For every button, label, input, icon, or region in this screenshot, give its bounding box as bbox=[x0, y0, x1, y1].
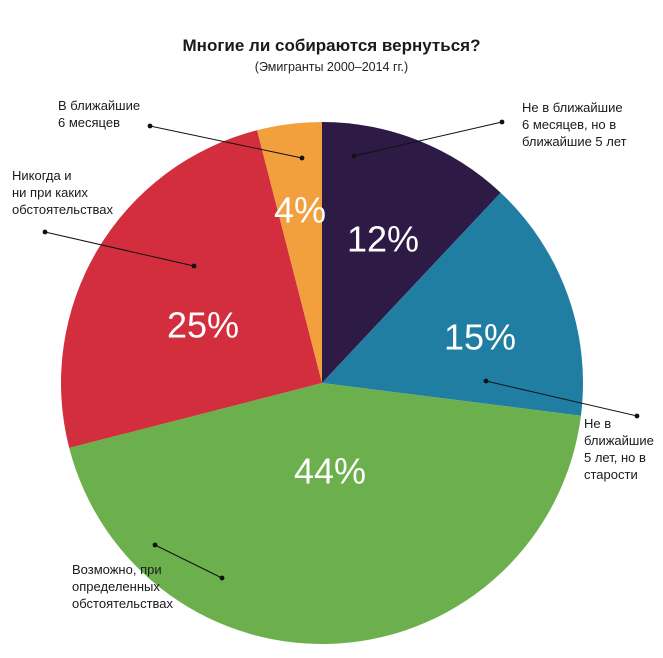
pie-slice bbox=[60, 130, 322, 448]
pie-slices bbox=[60, 122, 583, 644]
slice-value-label: 44% bbox=[294, 451, 366, 492]
slice-value-labels: 12% 15% 44% 25% 4% bbox=[167, 190, 516, 492]
chart-title: Многие ли собираются вернуться? bbox=[182, 36, 481, 55]
leader-line bbox=[485, 380, 638, 417]
leader-dot bbox=[299, 155, 305, 161]
slice-annotations: Не в ближайшие 6 месяцев, но в ближайшие 5… bbox=[12, 98, 654, 611]
annotation-leaders bbox=[42, 119, 640, 581]
leader-dot bbox=[42, 229, 48, 235]
leader-line bbox=[353, 121, 503, 157]
pie-slice bbox=[257, 122, 322, 383]
leader-dot bbox=[191, 263, 197, 269]
pie-slice bbox=[322, 122, 501, 383]
chart-subtitle: (Эмигранты 2000–2014 гг.) bbox=[254, 60, 409, 74]
leader-dot bbox=[219, 575, 225, 581]
slice-annotation: Возможно, при определенных обстоятельствах bbox=[72, 562, 174, 611]
slice-value-label: 25% bbox=[167, 305, 239, 346]
slice-value-label: 4% bbox=[274, 190, 326, 231]
slice-annotation: В ближайшие 6 месяцев bbox=[58, 98, 140, 130]
leader-line bbox=[44, 231, 195, 267]
pie-slice bbox=[322, 192, 583, 416]
leader-dot bbox=[147, 123, 153, 129]
slice-annotation: Не в ближайшие 6 месяцев, но в ближайшие 5… bbox=[522, 100, 627, 149]
leader-dot bbox=[483, 378, 489, 384]
leader-dot bbox=[634, 413, 640, 419]
leader-dot bbox=[499, 119, 505, 125]
leader-dot bbox=[351, 153, 357, 159]
leader-line bbox=[154, 544, 223, 579]
leader-line bbox=[149, 125, 303, 159]
slice-annotation: Никогда и ни при каких обстоятельствах bbox=[12, 168, 114, 217]
slice-value-label: 15% bbox=[444, 317, 516, 358]
slice-annotation: Не в ближайшие 5 лет, но в старости bbox=[584, 416, 654, 482]
slice-value-label: 12% bbox=[347, 219, 419, 260]
leader-dot bbox=[152, 542, 158, 548]
pie-slice bbox=[69, 383, 581, 644]
